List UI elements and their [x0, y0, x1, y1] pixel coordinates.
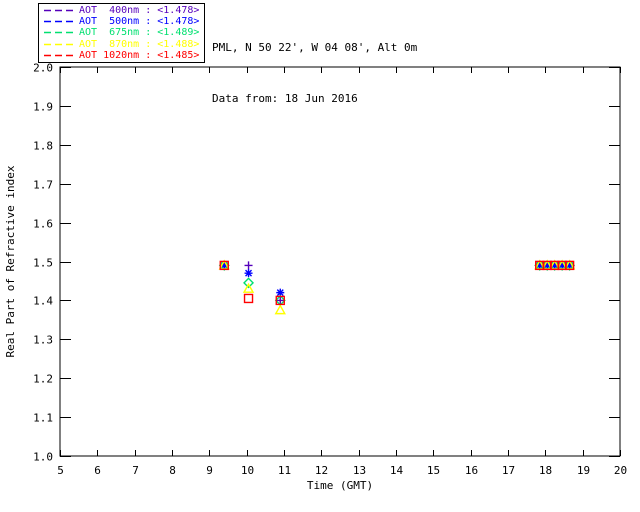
data-point-asterisk-marker [276, 288, 285, 297]
data-point-asterisk-marker [535, 261, 544, 270]
series-aot-400nm [220, 261, 574, 305]
data-point-asterisk-marker [558, 261, 567, 270]
x-tick-label: 18 [539, 464, 552, 477]
location-text: PML, N 50 22', W 04 08', Alt 0m [212, 41, 418, 54]
data-point-asterisk-marker [220, 261, 229, 270]
legend-item-label: AOT 870nm : <1.488> [79, 38, 200, 50]
y-tick-label: 1.1 [33, 412, 53, 425]
x-tick-label: 8 [169, 464, 176, 477]
date-text: Data from: 18 Jun 2016 [212, 92, 358, 105]
plot-frame [59, 66, 621, 457]
data-point-plus-marker [276, 296, 285, 305]
y-tick-label: 1.5 [33, 257, 53, 270]
y-tick-label: 1.3 [33, 334, 53, 347]
y-tick-label: 1.2 [33, 373, 53, 386]
legend-item: AOT 675nm : <1.489> [43, 27, 202, 38]
y-tick-label: 1.9 [33, 101, 53, 114]
data-point-asterisk-marker [565, 261, 574, 270]
x-tick-label: 19 [577, 464, 590, 477]
data-point-square-marker [219, 260, 229, 271]
y-tick-label: 1.0 [33, 451, 53, 464]
x-tick-label: 6 [94, 464, 101, 477]
legend-box: AOT 400nm : <1.478> AOT 500nm : <1.478> AO… [38, 3, 205, 63]
x-tick-label: 5 [57, 464, 64, 477]
y-tick-label: 2.0 [33, 62, 53, 75]
data-point-asterisk-marker [244, 269, 253, 278]
series-aot-870nm [218, 259, 576, 315]
legend-dash-sample [44, 43, 74, 45]
legend-item-label: AOT 675nm : <1.489> [79, 27, 200, 39]
data-point-square-marker [275, 295, 285, 306]
data-point-square-marker [243, 293, 254, 304]
y-tick-label: 1.6 [33, 218, 53, 231]
legend-dash-sample [44, 21, 74, 23]
x-tick-label: 11 [278, 464, 291, 477]
legend-item-label: AOT 1020nm : <1.485> [79, 49, 200, 61]
x-tick-label: 10 [241, 464, 254, 477]
x-axis-label: Time (GMT) [307, 479, 373, 492]
legend-dash-sample [44, 32, 74, 34]
legend-item-label: AOT 500nm : <1.478> [79, 16, 200, 28]
data-point-asterisk-marker [543, 261, 552, 270]
legend-dash-sample [44, 54, 74, 57]
series-aot-500nm [220, 261, 574, 297]
x-tick-label: 15 [427, 464, 440, 477]
data-point-asterisk-marker [550, 261, 559, 270]
y-tick-label: 1.7 [33, 179, 53, 192]
data-point-triangle-marker [242, 282, 255, 293]
legend-item: AOT 400nm : <1.478> [43, 5, 202, 16]
y-axis-label: Real Part of Refractive index [4, 165, 17, 357]
legend-dash-sample [44, 9, 74, 12]
series-aot-1020nm [219, 260, 575, 306]
data-point-square-marker [564, 260, 575, 271]
legend-item: AOT 500nm : <1.478> [43, 16, 202, 27]
legend-item: AOT 870nm : <1.488> [43, 39, 202, 50]
x-tick-label: 17 [502, 464, 515, 477]
y-tick-label: 1.4 [33, 295, 53, 308]
x-tick-label: 12 [315, 464, 328, 477]
x-tick-label: 13 [353, 464, 366, 477]
x-tick-label: 7 [132, 464, 139, 477]
data-point-diamond-marker [243, 277, 255, 289]
plot-header: PML, N 50 22', W 04 08', Alt 0m Data fro… [212, 5, 417, 141]
data-point-plus-marker [244, 261, 253, 270]
y-tick-label: 1.8 [33, 140, 53, 153]
legend-item: AOT 1020nm : <1.485> [43, 50, 202, 61]
data-point-triangle-marker [274, 304, 286, 315]
series-aot-675nm [218, 259, 576, 306]
x-tick-label: 9 [206, 464, 213, 477]
x-tick-label: 20 [614, 464, 627, 477]
x-tick-label: 14 [390, 464, 404, 477]
x-tick-label: 16 [465, 464, 478, 477]
legend-item-label: AOT 400nm : <1.478> [79, 5, 200, 17]
